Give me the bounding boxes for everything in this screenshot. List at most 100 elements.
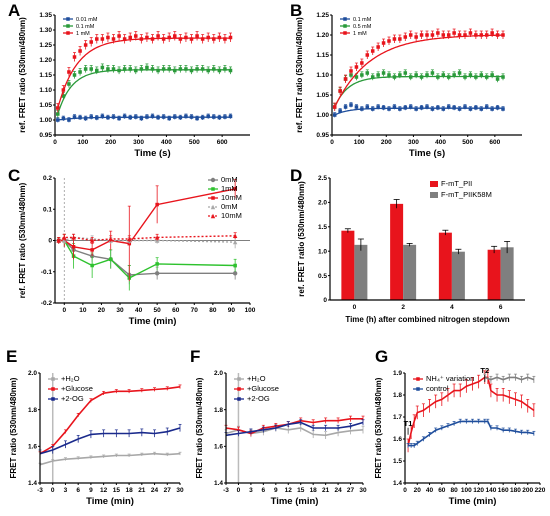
y-tick-label: 1.0 [318, 248, 327, 255]
data-point [452, 106, 456, 110]
chart-panel-d: 0 2 4 600.51.01.52.02.5Time (h) after combi… [290, 166, 525, 324]
x-tick-label: 15 [113, 487, 121, 494]
x-tick-label: 100 [461, 487, 472, 494]
x-axis-label: Time (min) [86, 496, 134, 507]
data-point [409, 105, 413, 109]
y-tick-label: 1.9 [393, 370, 402, 377]
data-point [344, 105, 348, 109]
data-point [223, 115, 227, 119]
data-point [167, 67, 171, 71]
x-tick-label: 2 [401, 304, 405, 311]
x-tick-label: 0 [51, 487, 55, 494]
y-tick-label: 1.05 [39, 102, 52, 109]
series-line [40, 454, 180, 465]
y-tick-label: 0.95 [316, 132, 329, 139]
data-point [184, 67, 188, 71]
legend-label: F-mT_PIIK58M [441, 190, 492, 199]
x-tick-label: 3 [249, 487, 253, 494]
x-tick-label: 80 [450, 487, 458, 494]
legend-label: 10mM [221, 193, 242, 202]
data-point [167, 36, 171, 40]
legend-marker [51, 387, 55, 391]
y-tick-label: 1.4 [393, 480, 402, 487]
data-point [195, 34, 199, 38]
x-tick-label: 9 [89, 487, 93, 494]
data-point [452, 73, 456, 77]
annotation-label: T2 [480, 366, 489, 375]
data-point [90, 264, 94, 268]
data-point [84, 117, 88, 121]
data-point [233, 264, 237, 268]
data-point [360, 61, 364, 65]
y-tick-label: 0.95 [39, 132, 52, 139]
data-point [201, 37, 205, 41]
series [57, 180, 237, 282]
legend-label: +H₂O [247, 374, 266, 383]
data-point [420, 106, 424, 110]
data-point [56, 106, 60, 110]
data-point [233, 271, 237, 275]
legend-marker [237, 397, 241, 401]
panel-letter: D [290, 166, 302, 185]
y-tick-label: 1.8 [214, 407, 223, 414]
fit-line [335, 108, 503, 115]
x-tick-label: 40 [135, 307, 143, 314]
series [39, 385, 182, 456]
y-tick-label: 1.20 [39, 57, 52, 64]
data-point [490, 31, 494, 35]
x-tick-label: 180 [510, 487, 521, 494]
data-point [173, 69, 177, 73]
data-point [151, 67, 155, 71]
data-point [463, 33, 467, 37]
x-tick-label: 15 [297, 487, 305, 494]
data-point [95, 37, 99, 41]
panel-letter: A [8, 1, 20, 20]
data-point [212, 67, 216, 71]
panel-letter: E [6, 347, 17, 366]
data-point [404, 35, 408, 39]
data-point [117, 34, 121, 38]
x-tick-label: 24 [151, 487, 159, 494]
data-point [338, 109, 342, 113]
x-tick-label: 600 [217, 139, 228, 146]
legend-label: 0.5 mM [353, 24, 372, 30]
data-point [501, 33, 505, 37]
legend-marker [51, 397, 55, 401]
x-tick-label: 50 [154, 307, 162, 314]
legend-label: 1 mM [353, 31, 367, 37]
y-tick-label: 2.0 [214, 370, 223, 377]
data-point [106, 36, 110, 40]
x-tick-label: 18 [125, 487, 133, 494]
data-point [73, 115, 77, 119]
data-point [134, 115, 138, 119]
data-point [366, 105, 370, 109]
legend-marker [343, 31, 347, 35]
series [407, 371, 536, 452]
data-point [101, 66, 105, 70]
x-tick-label: 400 [161, 139, 172, 146]
data-point [112, 67, 116, 71]
data-point [179, 37, 183, 41]
data-point [73, 73, 77, 77]
data-point [206, 115, 210, 119]
y-tick-label: 0.5 [318, 273, 327, 280]
bar [354, 245, 367, 300]
data-point [156, 69, 160, 73]
fit-line [58, 38, 231, 108]
y-tick-label: 0 [48, 238, 52, 245]
y-axis-label: ref. FRET ratio (530nm/480nm) [297, 181, 306, 297]
data-point [218, 36, 222, 40]
x-tick-label: 70 [191, 307, 199, 314]
data-point [112, 115, 116, 119]
x-tick-label: 160 [498, 487, 509, 494]
x-tick-label: 6 [499, 304, 503, 311]
data-point [162, 37, 166, 41]
series-line [40, 428, 180, 454]
y-tick-label: -0.2 [41, 300, 53, 307]
data-point [338, 89, 342, 93]
data-point [436, 75, 440, 79]
data-point [73, 55, 77, 59]
data-point [84, 43, 88, 47]
x-tick-label: 21 [138, 487, 146, 494]
